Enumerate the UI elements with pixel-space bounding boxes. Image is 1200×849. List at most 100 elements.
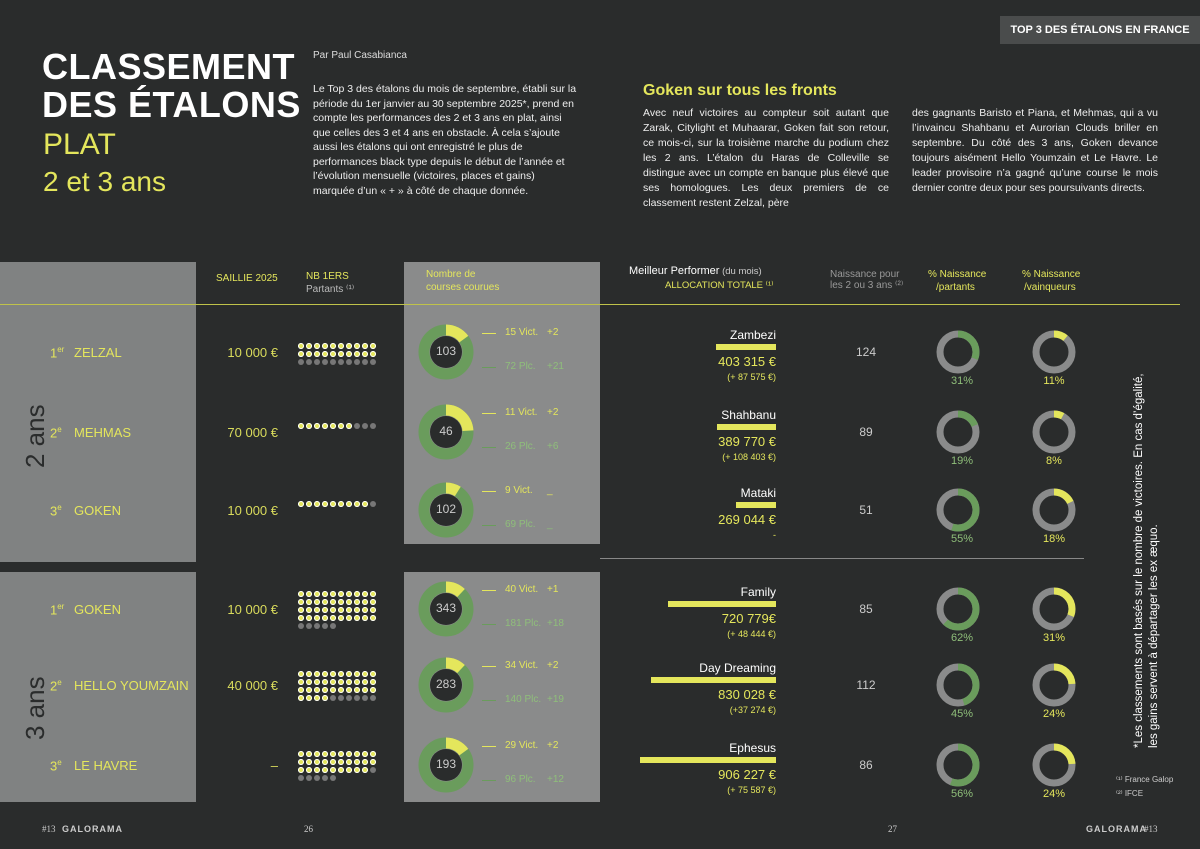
stallion-name: MEHMAS bbox=[74, 425, 132, 440]
header-perf: Meilleur Performer (du mois) bbox=[629, 265, 762, 278]
wins-arc bbox=[418, 657, 474, 713]
win-dot bbox=[314, 671, 320, 677]
win-dot bbox=[298, 422, 304, 429]
win-dot bbox=[362, 671, 368, 677]
win-dot bbox=[298, 342, 304, 349]
win-dot bbox=[330, 598, 336, 605]
win-dot bbox=[314, 590, 320, 597]
win-dot bbox=[306, 687, 312, 693]
win-dot bbox=[314, 679, 320, 685]
win-dot bbox=[306, 598, 312, 605]
victories-label: 40 Vict. bbox=[505, 584, 539, 595]
win-dot bbox=[314, 342, 320, 349]
wins-arc bbox=[418, 482, 474, 538]
rank: 3e bbox=[50, 503, 62, 518]
plc-connector bbox=[482, 780, 496, 781]
places-label: 72 Plc. bbox=[505, 361, 536, 372]
win-dot bbox=[314, 614, 320, 621]
win-dot bbox=[346, 342, 352, 349]
runner-dot bbox=[306, 358, 312, 365]
runner-dot bbox=[354, 422, 360, 429]
win-dot bbox=[322, 614, 328, 621]
win-dot bbox=[338, 590, 344, 597]
rank-suffix: e bbox=[57, 425, 62, 434]
courses-count: 103 bbox=[435, 344, 457, 358]
win-dot bbox=[330, 606, 336, 613]
allocation-delta: (+37 274 €) bbox=[729, 705, 776, 715]
dot-row bbox=[298, 765, 378, 773]
rank-suffix: er bbox=[57, 345, 65, 354]
header-perf-mois: (du mois) bbox=[719, 266, 762, 277]
side-note-line-2: les gains servent à départager les ex æq… bbox=[1148, 524, 1160, 748]
plc-connector bbox=[482, 367, 496, 368]
win-dot bbox=[338, 606, 344, 613]
dot-row bbox=[298, 597, 378, 605]
win-dot bbox=[322, 590, 328, 597]
rank: 2e bbox=[50, 425, 62, 440]
win-dot bbox=[306, 671, 312, 677]
win-dot bbox=[346, 598, 352, 605]
allocation-delta: (+ 108 403 €) bbox=[722, 452, 776, 462]
issue-right: #13 bbox=[1144, 824, 1158, 834]
courses-count: 102 bbox=[435, 502, 457, 516]
win-dot bbox=[322, 598, 328, 605]
win-dot bbox=[354, 598, 360, 605]
runner-dot bbox=[370, 695, 376, 701]
side-note-line-1: *Les classements sont basés sur le nombr… bbox=[1133, 373, 1145, 748]
pct-vainqueurs-donut bbox=[1032, 488, 1076, 532]
courses-donut bbox=[418, 482, 474, 538]
win-dot bbox=[306, 679, 312, 685]
saillie-price: 10 000 € bbox=[227, 503, 278, 518]
runner-dot bbox=[330, 358, 336, 365]
dot-row bbox=[298, 499, 378, 507]
places-delta: _ bbox=[547, 519, 553, 530]
title-line-2: DES ÉTALONS bbox=[42, 84, 301, 125]
rank-number: 2 bbox=[50, 678, 58, 694]
dot-row bbox=[298, 749, 378, 757]
pct-vainqueurs: 8% bbox=[1046, 455, 1062, 467]
courses-count: 193 bbox=[435, 757, 457, 771]
pct-partants: 45% bbox=[950, 708, 974, 720]
stallion-name: ZELZAL bbox=[74, 345, 122, 360]
header-pctp-1: % Naissance bbox=[928, 269, 987, 280]
dot-row bbox=[298, 613, 378, 621]
win-dot bbox=[306, 350, 312, 357]
win-dot bbox=[314, 422, 320, 429]
win-dot bbox=[306, 759, 312, 765]
win-dot bbox=[298, 679, 304, 685]
win-dot bbox=[338, 671, 344, 677]
win-dot bbox=[338, 687, 344, 693]
win-dot bbox=[298, 759, 304, 765]
rank-suffix: er bbox=[57, 602, 65, 611]
plc-connector bbox=[482, 624, 496, 625]
runner-dot bbox=[354, 695, 360, 701]
pct-partants-donut bbox=[936, 663, 980, 707]
pct-arc bbox=[1032, 330, 1076, 374]
header-nb: NB 1ERS bbox=[306, 271, 349, 282]
runner-dot bbox=[322, 775, 328, 781]
runner-dot bbox=[362, 695, 368, 701]
page-title: CLASSEMENT DES ÉTALONS bbox=[42, 48, 301, 124]
places-delta: +12 bbox=[547, 774, 564, 785]
victories-label: 34 Vict. bbox=[505, 660, 539, 671]
vict-connector bbox=[482, 491, 496, 492]
win-dot bbox=[322, 350, 328, 357]
runner-dot bbox=[306, 622, 312, 629]
dot-row bbox=[298, 773, 378, 781]
pct-vainqueurs: 31% bbox=[1042, 632, 1066, 644]
win-dot bbox=[322, 751, 328, 757]
pct-vainqueurs-donut bbox=[1032, 330, 1076, 374]
win-dot bbox=[330, 342, 336, 349]
pct-vainqueurs-donut bbox=[1032, 587, 1076, 631]
win-dot bbox=[322, 342, 328, 349]
partants-dots bbox=[298, 341, 378, 365]
header-pctv-2: /vainqueurs bbox=[1024, 282, 1076, 293]
pct-arc bbox=[936, 330, 980, 374]
pct-arc bbox=[936, 743, 980, 787]
allocation-bar bbox=[716, 344, 776, 350]
wins-arc bbox=[418, 404, 474, 460]
runner-dot bbox=[370, 422, 376, 429]
win-dot bbox=[346, 614, 352, 621]
allocation-bar bbox=[668, 601, 776, 607]
performer-name: Day Dreaming bbox=[699, 661, 776, 675]
